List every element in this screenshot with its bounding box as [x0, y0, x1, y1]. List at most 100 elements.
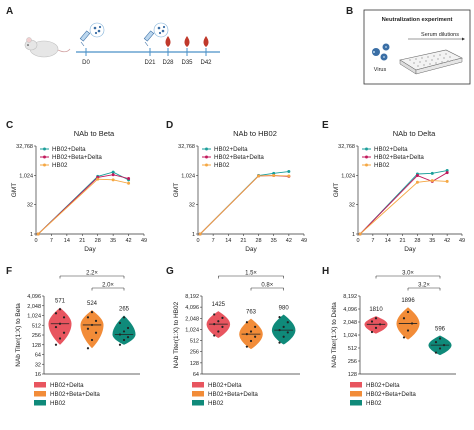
- data-point: [406, 310, 410, 314]
- y-tick-label: 32,768: [338, 144, 355, 150]
- y-axis-label: GMT: [333, 183, 340, 197]
- y-tick-label: 32: [189, 203, 195, 209]
- data-point: [287, 170, 291, 174]
- legend-swatch: [192, 391, 204, 397]
- y-axis-label: NAb Titer(1:X) to Delta: [331, 302, 338, 368]
- y-tick-label: 32: [349, 203, 355, 209]
- data-point: [245, 321, 248, 324]
- panel-label-c: C: [6, 120, 13, 131]
- data-point: [272, 171, 276, 175]
- legend-marker: [205, 155, 208, 159]
- data-point: [445, 169, 449, 173]
- data-point: [254, 325, 257, 328]
- y-tick-label: 32: [35, 362, 41, 368]
- x-tick-label: 49: [301, 238, 307, 244]
- data-point: [213, 313, 216, 316]
- y-tick-label: 64: [193, 372, 199, 378]
- data-point: [286, 321, 289, 324]
- y-axis-label: NAb Titer(1:X) to HB02: [173, 301, 180, 368]
- legend-label: HB02+Delta: [366, 382, 400, 389]
- x-axis-label: Day: [404, 246, 416, 253]
- line-chart-nab-beta: NAb to Beta 1 32 1,024 32,768 0 7 14 21 28 35 42 49 D…: [11, 129, 147, 253]
- panel-label-h: H: [322, 266, 329, 277]
- panel-label-f: F: [6, 266, 12, 277]
- x-tick-label: 35: [429, 238, 435, 244]
- y-tick-label: 1,024: [19, 173, 33, 179]
- data-point: [406, 329, 410, 332]
- data-point: [402, 317, 406, 320]
- violin-chart-delta: 128 256 512 1,024 2,048 4,096 8,192 NAb Titer(1…: [331, 271, 456, 407]
- blood-drop-icon: [184, 36, 190, 47]
- series-line: [359, 172, 448, 235]
- x-tick-label: 42: [444, 238, 450, 244]
- neutralization-title: Neutralization experiment: [382, 17, 453, 23]
- data-point: [415, 174, 419, 178]
- y-tick-label: 1,024: [343, 333, 357, 339]
- legend-swatch: [34, 391, 46, 397]
- gmt-label: 1896: [401, 298, 415, 304]
- legend-label: HB02: [50, 400, 66, 407]
- data-point: [213, 334, 216, 337]
- day-label: D0: [82, 60, 90, 66]
- y-tick-label: 256: [32, 333, 41, 339]
- data-point: [122, 338, 126, 342]
- legend-label: HB02+Beta+Delta: [52, 154, 102, 161]
- series-line: [199, 175, 289, 235]
- chart-title: NAb to Beta: [74, 129, 115, 138]
- legend-label: HB02+Delta: [208, 382, 242, 389]
- fold-change-label: 2.0×: [102, 283, 114, 289]
- panel-label-d: D: [166, 120, 173, 131]
- y-tick-label: 256: [348, 359, 357, 365]
- data-point: [58, 337, 62, 340]
- data-point: [58, 308, 62, 311]
- legend-swatch: [350, 391, 362, 397]
- legend-label: HB02+Delta: [52, 146, 86, 153]
- data-point: [221, 325, 224, 328]
- data-point: [430, 179, 434, 183]
- x-tick-label: 7: [371, 238, 374, 244]
- gmt-label: 571: [55, 299, 66, 305]
- data-point: [287, 174, 291, 178]
- y-tick-label: 256: [190, 350, 199, 356]
- data-point: [90, 338, 94, 342]
- data-point: [86, 316, 90, 319]
- y-tick-label: 1,024: [185, 327, 199, 333]
- y-tick-label: 32: [27, 203, 33, 209]
- legend-marker: [365, 163, 368, 167]
- y-tick-label: 1: [192, 232, 195, 238]
- gmt-label: 980: [279, 305, 290, 311]
- blood-drop-icon: [165, 36, 171, 47]
- violin-shape: [364, 316, 388, 334]
- y-tick-label: 4,096: [185, 305, 199, 311]
- data-point: [378, 323, 382, 326]
- data-point: [213, 323, 216, 326]
- data-point: [249, 330, 253, 333]
- data-point: [430, 171, 434, 175]
- y-tick-label: 128: [348, 372, 357, 378]
- chart-title: NAb to Delta: [393, 129, 436, 138]
- y-tick-label: 8,192: [343, 294, 357, 300]
- data-point: [122, 330, 126, 333]
- data-point: [126, 326, 130, 330]
- y-tick-label: 512: [348, 346, 357, 352]
- data-point: [217, 320, 220, 323]
- data-point: [58, 322, 62, 325]
- virus-icon: [372, 43, 390, 61]
- gmt-label: 265: [119, 307, 130, 313]
- line-chart-nab-delta: NAb to Delta 1 32 1,024 32,768 0 7 14 21 28 35 42 49…: [333, 129, 465, 253]
- legend-label: HB02+Delta: [214, 146, 248, 153]
- panel-label-e: E: [322, 120, 329, 131]
- legend-marker: [365, 155, 368, 159]
- data-point: [94, 319, 98, 322]
- data-point: [254, 335, 257, 338]
- legend-swatch: [350, 382, 362, 388]
- series-line: [359, 180, 448, 235]
- legend-marker: [43, 155, 46, 159]
- data-point: [36, 232, 40, 236]
- y-axis-label: NAb Titer(1:X) to Beta: [15, 303, 22, 367]
- y-tick-label: 1: [30, 232, 33, 238]
- violin-shape: [206, 311, 231, 339]
- series-line: [37, 171, 129, 235]
- panel-label-a: A: [6, 6, 13, 17]
- gmt-label: 1810: [369, 307, 383, 313]
